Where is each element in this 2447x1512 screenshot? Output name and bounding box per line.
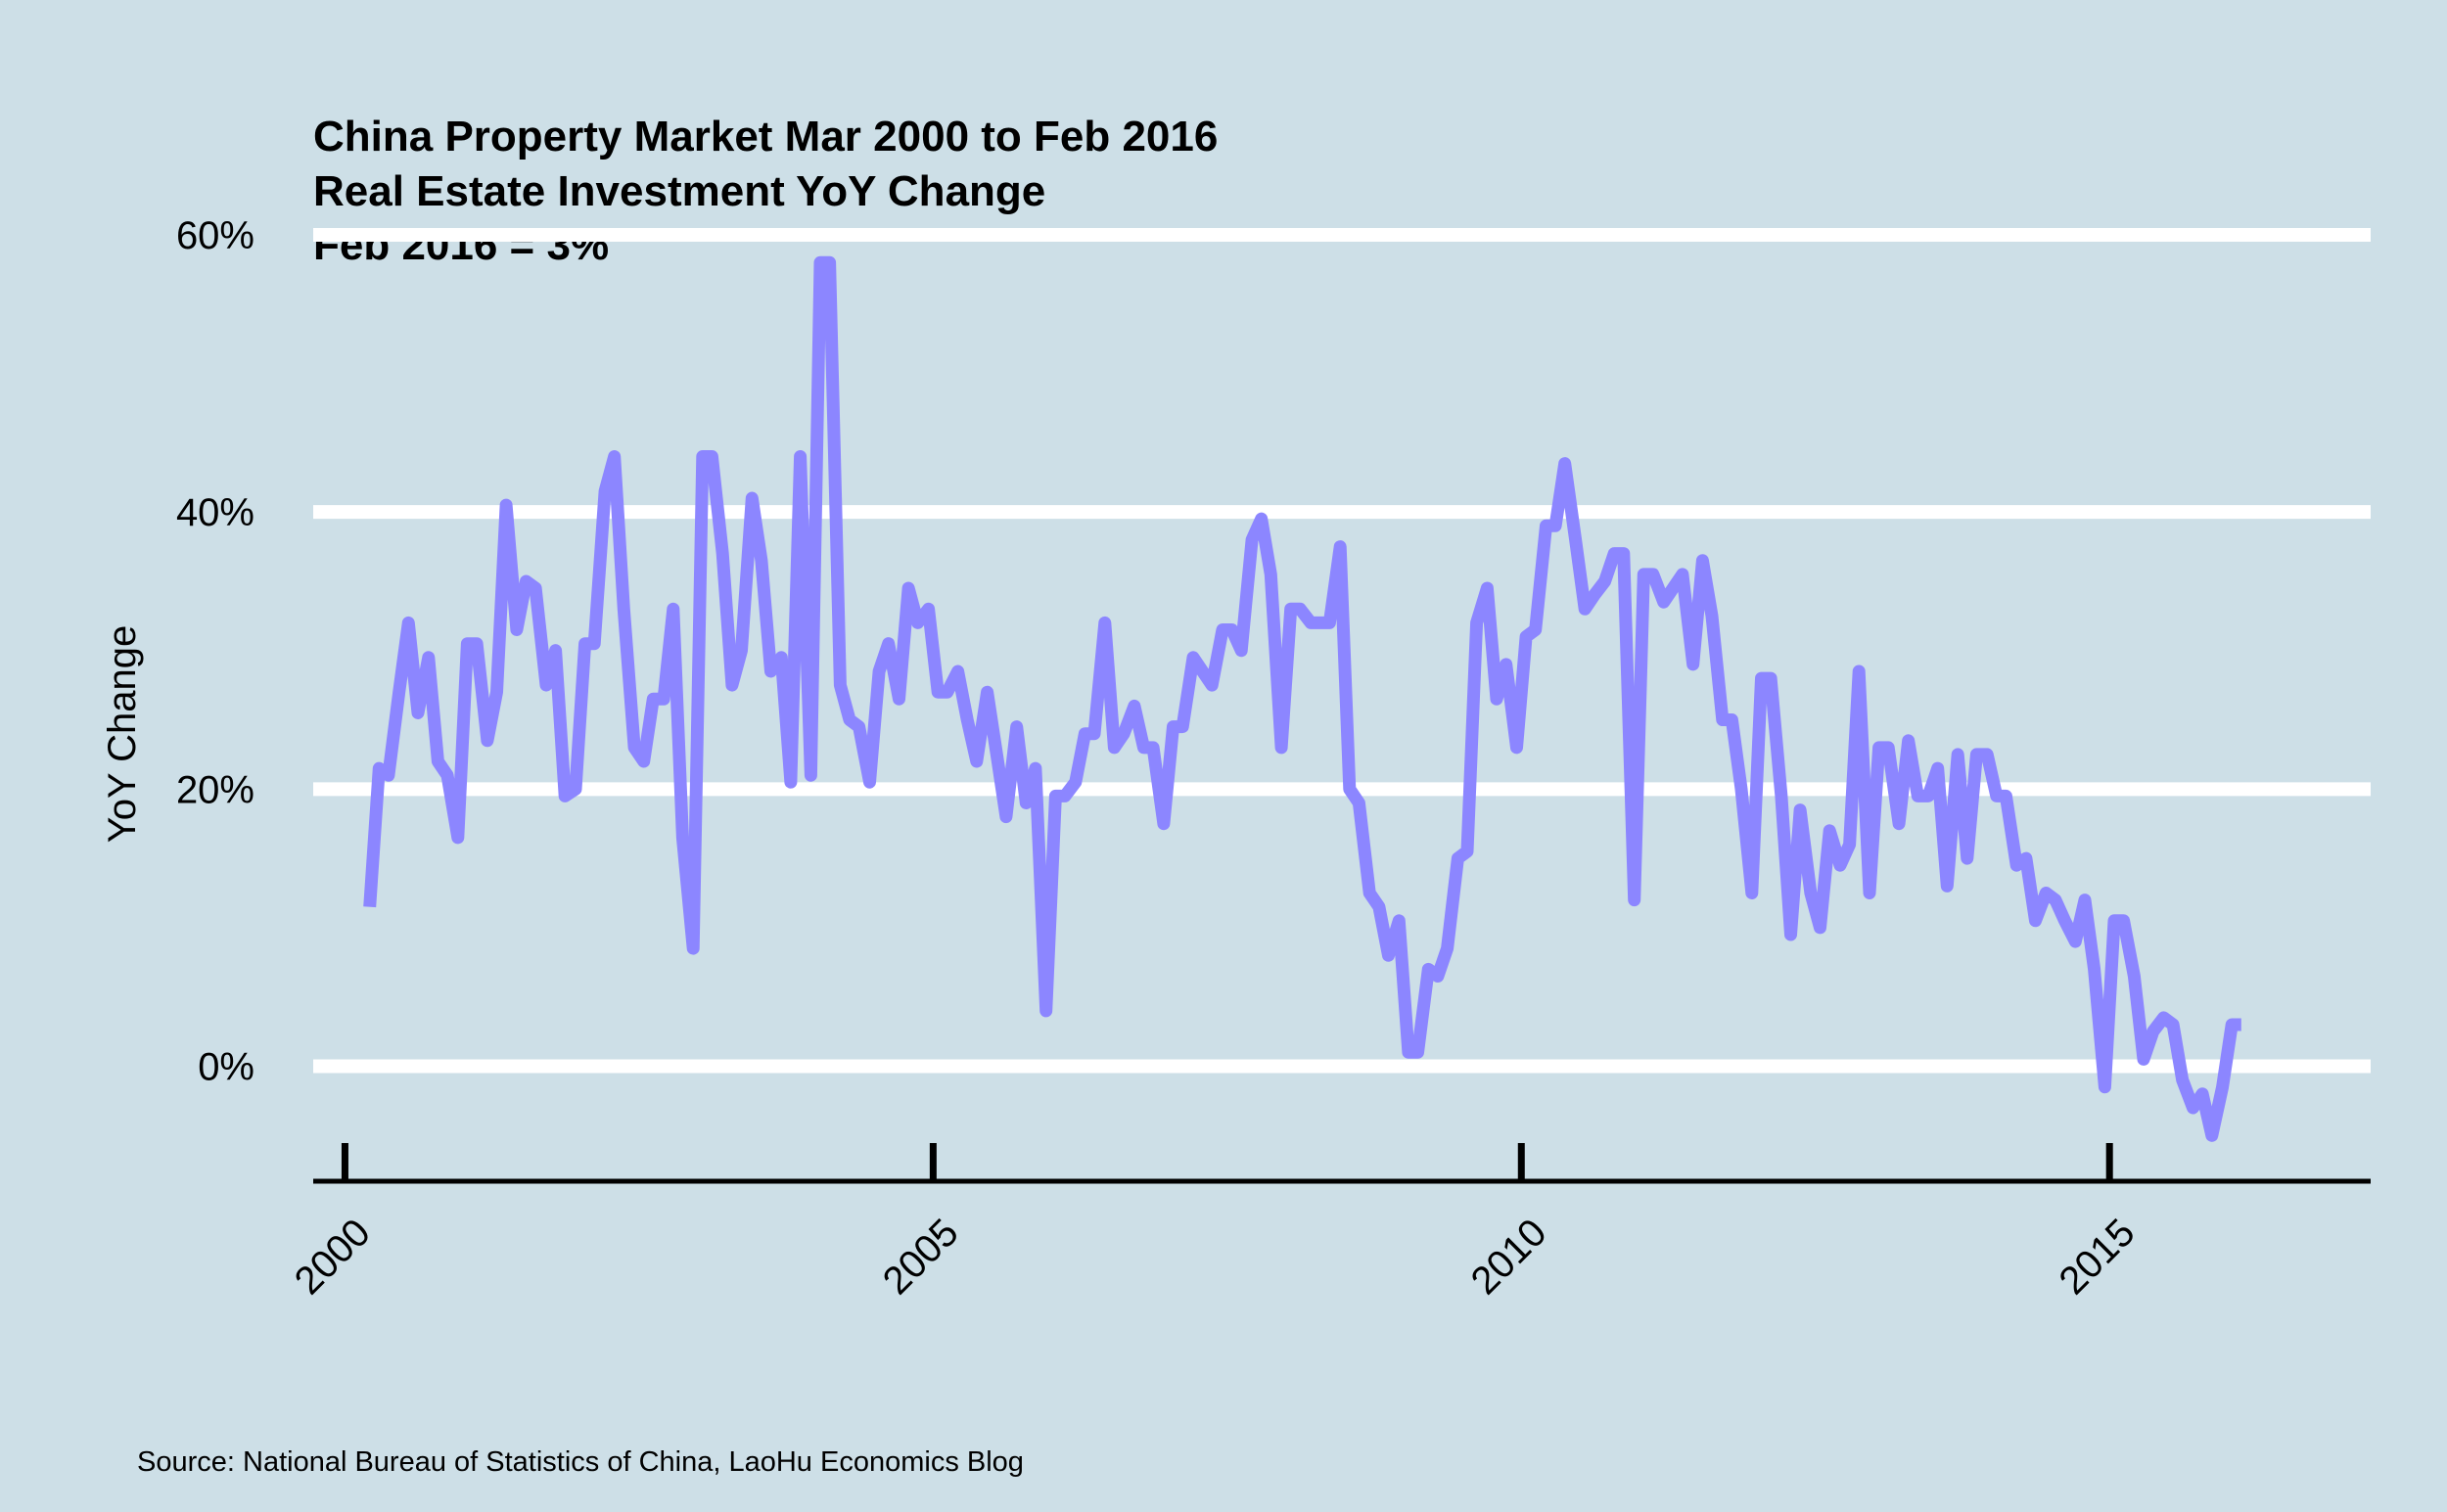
title-line-2: Real Estate Investment YoY Change [313, 167, 1045, 215]
y-gridlines [313, 228, 2371, 1074]
series-group [363, 255, 2241, 1142]
source-caption: Source: National Bureau of Statistics of… [137, 1446, 1024, 1478]
y-tick-label: 20% [176, 768, 254, 811]
series-line [363, 255, 2241, 1142]
y-axis-title: YoY Change [101, 625, 144, 843]
x-axis-ticks [341, 1143, 2113, 1181]
y-tick-label: 60% [176, 214, 254, 257]
title-line-1: China Property Market Mar 2000 to Feb 20… [313, 113, 1218, 160]
y-axis-tick-labels: 0% 20% 40% 60% [176, 214, 254, 1088]
y-tick-label: 40% [176, 491, 254, 534]
y-tick-label: 0% [198, 1045, 254, 1088]
